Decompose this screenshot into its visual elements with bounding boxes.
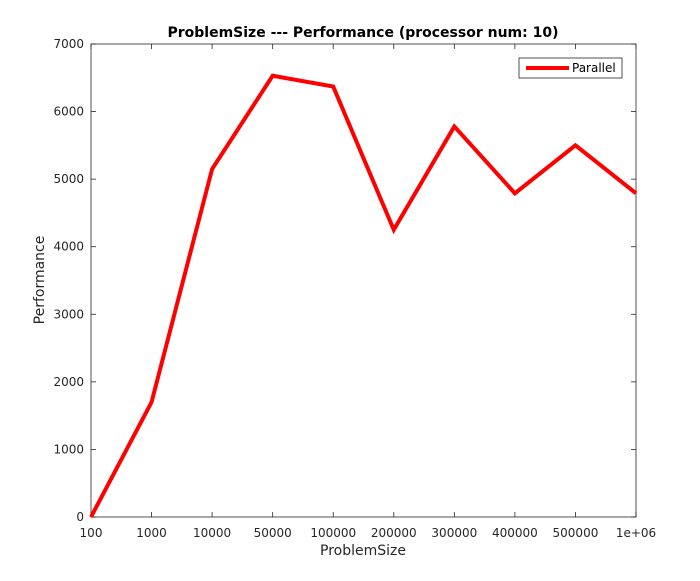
plot-area	[90, 43, 637, 518]
x-tick-label: 1e+06	[616, 526, 656, 540]
y-tick-label: 0	[76, 510, 84, 524]
x-tick-label: 500000	[553, 526, 599, 540]
y-tick-label: 7000	[53, 37, 84, 51]
x-tick-label: 400000	[492, 526, 538, 540]
x-tick-label: 300000	[431, 526, 477, 540]
y-tick-label: 2000	[53, 375, 84, 389]
legend-label-parallel: Parallel	[572, 61, 616, 75]
y-axis-label: Performance	[32, 236, 48, 325]
legend-box	[518, 57, 623, 79]
x-tick-label: 100	[80, 526, 103, 540]
x-axis-ticks: 100 1000 10000 50000 100000 200000 300000 40000…	[80, 44, 656, 540]
x-tick-label: 200000	[371, 526, 417, 540]
x-tick-label: 50000	[254, 526, 292, 540]
y-axis-ticks: 0 1000 2000 3000 4000 5000 6000 7000	[53, 37, 636, 524]
x-tick-label: 1000	[136, 526, 167, 540]
x-tick-label: 100000	[310, 526, 356, 540]
series-line-parallel	[89, 73, 638, 518]
y-tick-label: 6000	[53, 105, 84, 119]
chart-title: ProblemSize --- Performance (processor n…	[167, 25, 558, 41]
x-axis-label: ProblemSize	[320, 543, 406, 559]
y-tick-label: 5000	[53, 172, 84, 186]
y-tick-label: 3000	[53, 307, 84, 321]
y-tick-label: 4000	[53, 240, 84, 254]
legend: Parallel	[518, 57, 623, 79]
y-tick-label: 1000	[53, 442, 84, 456]
x-tick-label: 10000	[193, 526, 231, 540]
